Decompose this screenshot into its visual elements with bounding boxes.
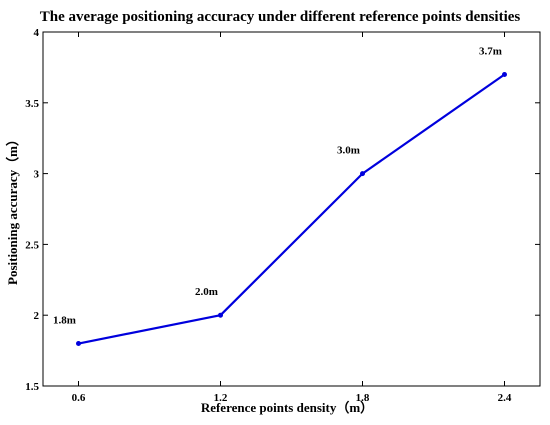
data-point	[360, 171, 365, 177]
x-axis: 0.6 1.2 1.8 2.4	[72, 32, 512, 404]
series-layer: 1.8m 2.0m 3.0m 3.7m	[53, 45, 507, 347]
x-axis-label: Reference points density（m）	[201, 400, 373, 415]
data-label: 3.7m	[479, 45, 502, 57]
x-tick-label: 0.6	[72, 392, 86, 404]
y-tick-label: 3	[34, 169, 40, 181]
chart-title: The average positioning accuracy under d…	[40, 9, 521, 25]
data-point	[218, 312, 223, 318]
data-label: 3.0m	[337, 145, 360, 157]
x-tick-label: 1.8	[356, 392, 370, 404]
y-axis-label: Positioning accuracy（m）	[5, 133, 20, 285]
series-line	[78, 73, 506, 345]
data-point	[502, 71, 507, 77]
plot-frame	[42, 31, 541, 387]
y-tick-label: 3.5	[25, 98, 39, 110]
data-point	[76, 341, 81, 347]
data-label: 2.0m	[195, 286, 218, 298]
y-axis: 1.5 2 2.5 3 3.5 4	[25, 27, 540, 393]
y-tick-label: 1.5	[25, 381, 39, 393]
y-tick-label: 4	[34, 27, 40, 39]
y-tick-label: 2	[34, 310, 40, 322]
data-label: 1.8m	[53, 315, 76, 327]
x-tick-label: 1.2	[214, 392, 228, 404]
y-tick-label: 2.5	[25, 239, 39, 251]
x-tick-label: 2.4	[498, 392, 512, 404]
